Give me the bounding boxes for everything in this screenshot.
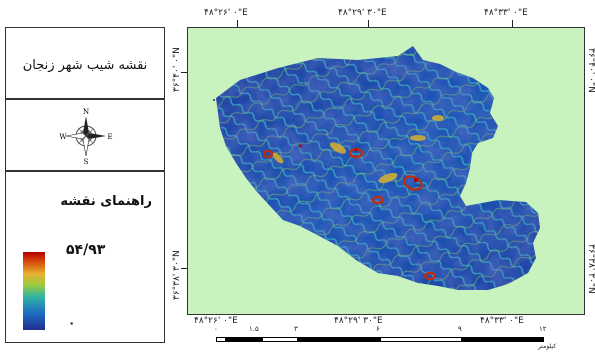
coord-left-1: ۳۶°۴۰' ۰"N	[172, 47, 182, 92]
compass-panel: N S E W	[5, 99, 165, 171]
scale-unit: کیلومتر	[538, 343, 557, 350]
coord-top-3: ۴۸°۳۳' ۰"E	[484, 8, 528, 18]
scale-label-0: ۰	[214, 325, 218, 333]
scale-label-4: ۹	[458, 325, 462, 333]
scale-seg-3	[262, 337, 298, 342]
coord-right-1: ۳۶°۴۰' ۰"N	[586, 48, 595, 93]
coord-top-2: ۴۸°۲۹' ۳۰"E	[338, 8, 387, 18]
title-panel: نقشه شیب شهر زنجان	[5, 27, 165, 99]
scale-label-2: ۳	[294, 325, 298, 333]
tick-top-2	[368, 20, 369, 27]
scale-label-3: ۶	[376, 325, 380, 333]
legend-title: راهنمای نقشه	[60, 194, 152, 209]
compass-w: W	[59, 133, 67, 141]
tick-left-2	[181, 268, 187, 269]
coord-bottom-3: ۴۸°۳۳' ۰"E	[480, 316, 524, 326]
legend-panel: راهنمای نقشه ۵۴/۹۳ ۰	[5, 171, 165, 343]
coord-bottom-2: ۴۸°۲۹' ۳۰"E	[334, 316, 383, 326]
scale-seg-6	[462, 337, 544, 342]
scale-label-1: ۱.۵	[249, 325, 259, 333]
tick-top-1	[237, 20, 238, 27]
coord-top-1: ۴۸°۲۶' ۰"E	[204, 8, 248, 18]
tick-top-3	[512, 20, 513, 27]
map-frame	[187, 27, 585, 315]
slope-map	[213, 46, 540, 290]
scale-seg-2	[226, 337, 262, 342]
scale-seg-5	[380, 337, 462, 342]
map-title: نقشه شیب شهر زنجان	[22, 58, 148, 73]
legend-max-value: ۵۴/۹۳	[66, 242, 106, 258]
compass-s: S	[84, 158, 89, 166]
north-arrow-icon: N S E W	[59, 108, 112, 166]
scale-seg-1	[216, 337, 226, 342]
legend-color-ramp	[23, 252, 45, 330]
coord-left-2: ۳۶°۳۸' ۳۰"N	[172, 250, 182, 300]
scale-label-5: ۱۲	[539, 325, 547, 333]
tick-left-1	[181, 72, 187, 73]
city-area	[216, 46, 540, 290]
legend-min-value: ۰	[68, 316, 76, 330]
compass-e: E	[107, 133, 112, 141]
compass-n: N	[83, 108, 89, 116]
scale-bar	[216, 337, 546, 342]
coord-right-2: ۳۶°۳۸' ۳۰"N	[586, 244, 595, 294]
coord-bottom-1: ۴۸°۲۶' ۰"E	[194, 316, 238, 326]
scale-seg-4	[298, 337, 380, 342]
